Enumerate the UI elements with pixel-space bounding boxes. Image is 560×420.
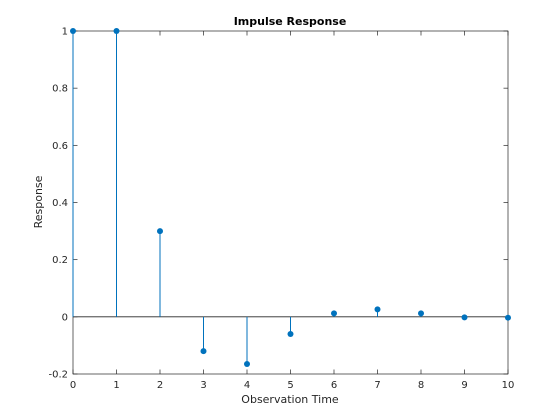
y-axis-label: Response xyxy=(32,175,45,228)
y-tick-label: -0.2 xyxy=(48,370,68,381)
x-tick-label: 4 xyxy=(244,380,250,391)
stem-marker xyxy=(287,330,294,337)
stem-marker xyxy=(157,228,163,235)
x-tick-label: 10 xyxy=(502,380,515,391)
stem-marker xyxy=(331,310,337,317)
y-tick-label: 0.4 xyxy=(52,198,68,209)
stem-marker xyxy=(244,360,250,367)
plot-area: 0 1 2 3 4 5 6 7 8 9 10-0.200.20.40.60.81 xyxy=(48,27,514,392)
chart-title: Impulse Response xyxy=(234,15,347,28)
y-tick-label: 0 xyxy=(62,312,68,323)
x-tick-label: 9 xyxy=(461,380,467,391)
x-axis-label: Observation Time xyxy=(241,393,339,406)
x-tick-label: 2 xyxy=(157,380,163,391)
x-tick-label: 7 xyxy=(374,380,380,391)
stem-marker xyxy=(113,28,120,34)
stem-marker xyxy=(418,310,424,317)
x-tick-label: 1 xyxy=(113,380,119,391)
y-tick-label: 0.2 xyxy=(52,255,68,266)
x-tick-label: 8 xyxy=(418,380,424,391)
x-tick-label: 0 xyxy=(70,380,76,391)
stem-marker xyxy=(505,314,511,321)
x-tick-label: 6 xyxy=(331,380,337,391)
stem-marker xyxy=(200,348,207,355)
y-tick-label: 0.8 xyxy=(52,84,68,95)
x-tick-label: 3 xyxy=(200,380,206,391)
y-tick-label: 0.6 xyxy=(52,141,68,152)
y-tick-label: 1 xyxy=(62,27,68,38)
x-tick-label: 5 xyxy=(287,380,293,391)
stem-marker xyxy=(461,314,468,321)
stem-marker xyxy=(70,28,76,34)
stem-marker xyxy=(374,306,381,313)
